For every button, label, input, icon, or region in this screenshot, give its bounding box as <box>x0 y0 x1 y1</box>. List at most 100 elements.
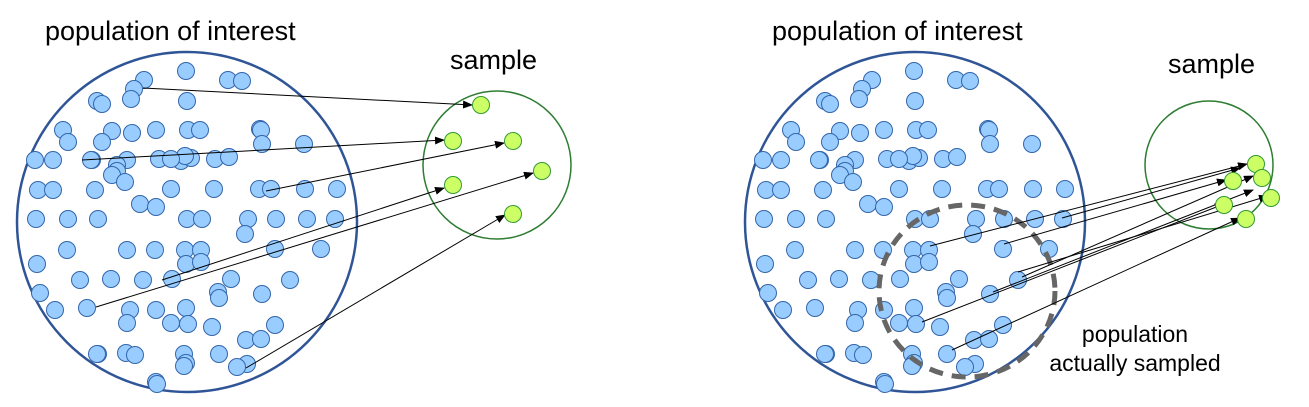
population-dot <box>134 271 152 289</box>
population-dot <box>821 95 839 113</box>
population-dot <box>938 345 956 363</box>
population-dot <box>756 255 774 273</box>
population-dot <box>907 315 925 333</box>
population-dot <box>757 181 775 199</box>
population-dot <box>950 270 968 288</box>
population-dot <box>891 270 909 288</box>
population-dot <box>933 180 951 198</box>
left-population-label: population of interest <box>45 16 296 46</box>
population-dot <box>298 210 316 228</box>
right-population-dots <box>754 62 1074 393</box>
population-dot <box>220 148 238 166</box>
population-dot <box>89 210 107 228</box>
population-dot <box>905 62 923 80</box>
population-dot <box>29 181 47 199</box>
sample-arrow <box>245 214 506 369</box>
sample-dot <box>504 205 522 223</box>
population-dot <box>787 210 805 228</box>
right-sample-circle <box>1144 100 1274 230</box>
population-dot <box>233 72 251 90</box>
population-dot <box>193 210 211 228</box>
population-dot <box>799 271 817 289</box>
population-dot <box>28 255 46 273</box>
population-dot <box>755 210 773 228</box>
population-dot <box>175 357 193 375</box>
population-dot <box>774 301 792 319</box>
sampled-subset-dashed-circle <box>876 202 1058 380</box>
population-dot <box>967 210 985 228</box>
population-dot <box>71 271 89 289</box>
sample-dot <box>1253 169 1271 187</box>
population-dot <box>102 270 120 288</box>
population-dot <box>787 133 805 151</box>
population-dot <box>821 133 839 151</box>
population-dot <box>162 150 180 168</box>
population-dot <box>210 345 228 363</box>
sample-dot <box>1215 196 1233 214</box>
population-dot <box>179 315 197 333</box>
population-dot <box>961 72 979 90</box>
sample-arrow <box>265 140 505 192</box>
population-dot <box>890 314 908 332</box>
subset-label: population actually sampled <box>1030 320 1240 378</box>
population-dot <box>162 180 180 198</box>
sample-arrow <box>1003 178 1227 245</box>
right-panel <box>743 50 1280 394</box>
population-dot <box>118 314 136 332</box>
population-dot <box>1023 135 1041 153</box>
population-dot <box>844 173 862 191</box>
sample-dot <box>1237 210 1255 228</box>
population-dot <box>178 92 196 110</box>
sample-arrow <box>921 203 1225 323</box>
left-panel <box>15 50 572 394</box>
population-dot <box>162 314 180 332</box>
sample-dot <box>444 132 462 150</box>
population-dot <box>205 180 223 198</box>
population-dot <box>956 358 974 376</box>
population-dot <box>326 210 344 228</box>
sample-arrow <box>951 217 1241 351</box>
population-dot <box>830 270 848 288</box>
population-dot <box>253 135 271 153</box>
left-sample-dots <box>444 96 551 223</box>
population-dot <box>981 285 999 303</box>
population-dot <box>78 299 96 317</box>
right-sample-dots <box>1215 155 1280 228</box>
population-dot <box>990 180 1008 198</box>
population-dot <box>814 181 832 199</box>
population-dot <box>239 210 257 228</box>
population-dot <box>267 210 285 228</box>
sample-dot <box>444 176 462 194</box>
population-dot <box>44 151 62 169</box>
population-dot <box>26 151 44 169</box>
left-population-circle <box>15 50 359 394</box>
sample-arrow <box>929 162 1248 247</box>
population-dot <box>905 255 923 273</box>
sample-arrow <box>1021 175 1254 278</box>
population-dot <box>817 210 835 228</box>
population-dot <box>237 331 255 349</box>
population-dot <box>759 284 777 302</box>
population-dot <box>147 121 165 139</box>
population-dot <box>875 198 893 216</box>
population-dot <box>806 299 824 317</box>
population-dot <box>854 346 872 364</box>
population-dot <box>1056 180 1074 198</box>
population-dot <box>906 92 924 110</box>
population-dot <box>27 210 45 228</box>
sample-arrow <box>992 189 1254 293</box>
population-dot <box>964 225 982 243</box>
population-dot <box>146 241 164 259</box>
population-dot <box>846 314 864 332</box>
population-dot <box>46 301 64 319</box>
sample-dot <box>1224 172 1242 190</box>
population-dot <box>210 289 228 307</box>
sample-dot <box>504 132 522 150</box>
population-dot <box>810 151 828 169</box>
population-dot <box>222 270 240 288</box>
population-dot <box>122 90 140 108</box>
population-dot <box>876 375 894 393</box>
population-dot <box>295 135 313 153</box>
sample-arrow <box>95 171 534 308</box>
sample-arrow <box>142 87 473 109</box>
